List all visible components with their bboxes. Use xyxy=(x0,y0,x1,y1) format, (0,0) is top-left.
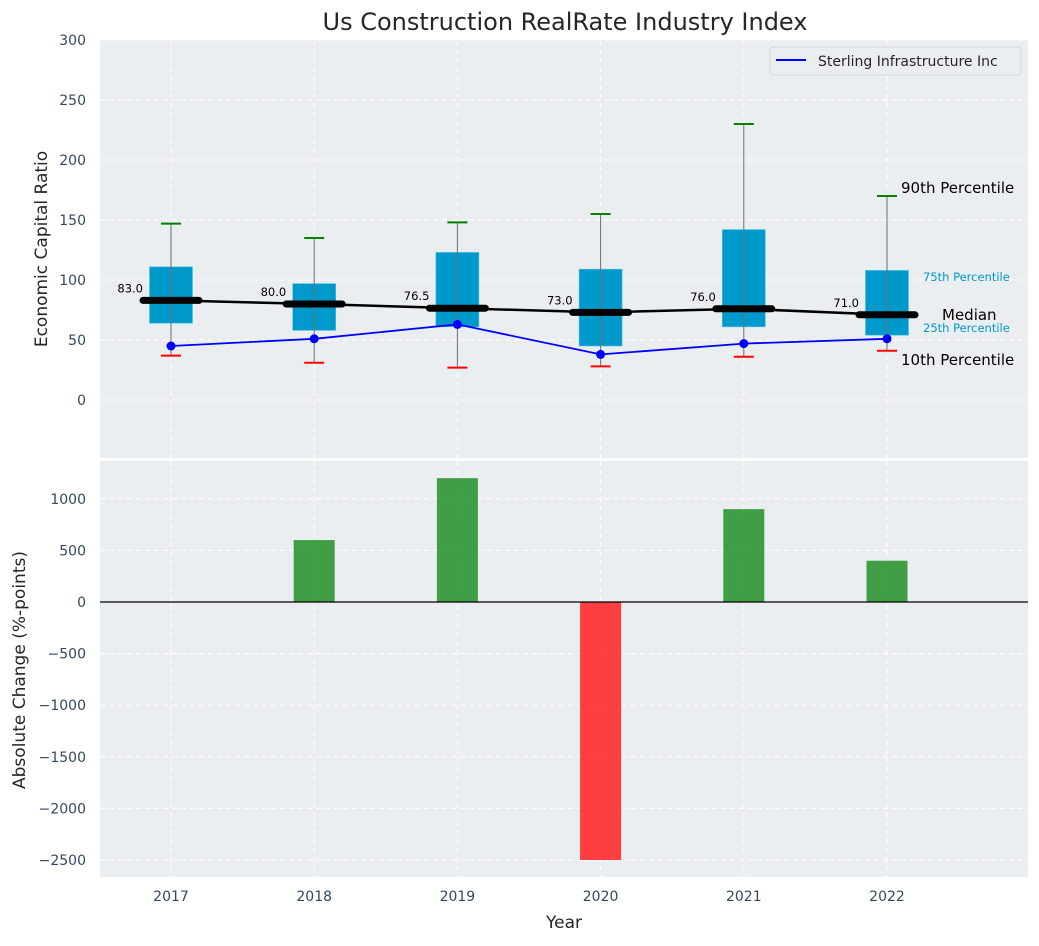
x-tick-label: 2018 xyxy=(296,889,332,905)
y-tick-label: 500 xyxy=(59,543,86,559)
company-series-point xyxy=(739,339,749,349)
legend-box xyxy=(769,46,1022,76)
x-tick-label: 2020 xyxy=(583,889,619,905)
company-series-point xyxy=(596,349,606,359)
x-tick-label: 2019 xyxy=(440,889,476,905)
company-series-point xyxy=(309,334,319,344)
bottom-plot-area xyxy=(100,461,1028,877)
y-tick-label: 200 xyxy=(59,153,86,169)
x-tick-label: 2017 xyxy=(153,889,189,905)
y-tick-label: −2000 xyxy=(39,801,86,817)
legend-label: Sterling Infrastructure Inc xyxy=(818,54,998,70)
top-y-axis-label: Economic Capital Ratio xyxy=(32,151,52,347)
y-tick-label: −1000 xyxy=(39,698,86,714)
bar-positive xyxy=(436,478,478,602)
bar-negative xyxy=(580,602,622,860)
company-series-line xyxy=(170,323,888,356)
y-tick-label: −1500 xyxy=(39,750,86,766)
top-panel: 0 50 100 150 200 250 300 83.0 80.0 76.5 73.0 76.0 7… xyxy=(32,33,1028,458)
median-value-label: 83.0 xyxy=(117,281,143,295)
bottom-y-axis-label: Absolute Change (%-points) xyxy=(10,551,30,789)
legend: Sterling Infrastructure Inc xyxy=(769,46,1022,76)
bar-positive xyxy=(293,540,335,602)
y-tick-label: 100 xyxy=(59,273,86,289)
median-value-label: 76.0 xyxy=(690,290,716,304)
bottom-panel: −2500 −2000 −1500 −1000 −500 0 500 1000 2017 201… xyxy=(10,461,1028,933)
company-series-point xyxy=(166,341,176,351)
y-tick-label: 50 xyxy=(68,333,86,349)
annotation-p25: 25th Percentile xyxy=(923,321,1010,335)
median-value-label: 80.0 xyxy=(261,285,287,299)
y-tick-label: 0 xyxy=(77,595,86,611)
company-series-point xyxy=(452,319,462,329)
annotation-p10: 10th Percentile xyxy=(901,351,1014,369)
y-tick-label: −500 xyxy=(48,647,86,663)
y-tick-label: −2500 xyxy=(39,853,86,869)
median-value-label: 76.5 xyxy=(404,289,430,303)
x-tick-label: 2021 xyxy=(726,889,762,905)
annotation-median: Median xyxy=(942,306,997,324)
median-value-label: 71.0 xyxy=(833,296,859,310)
company-series-point xyxy=(882,334,892,344)
y-tick-label: 250 xyxy=(59,93,86,109)
median-value-label: 73.0 xyxy=(547,293,573,307)
top-plot-area xyxy=(100,40,1028,458)
bar-positive xyxy=(866,560,908,602)
chart-title: Us Construction RealRate Industry Index xyxy=(323,8,808,36)
x-tick-label: 2022 xyxy=(869,889,905,905)
y-tick-label: 300 xyxy=(59,33,86,49)
bar-positive xyxy=(723,509,765,602)
x-axis-label: Year xyxy=(545,913,582,933)
annotation-p90: 90th Percentile xyxy=(901,179,1014,197)
y-tick-label: 1000 xyxy=(50,492,86,508)
y-tick-label: 150 xyxy=(59,213,86,229)
annotation-p75: 75th Percentile xyxy=(923,270,1010,284)
y-tick-label: 0 xyxy=(77,393,86,409)
